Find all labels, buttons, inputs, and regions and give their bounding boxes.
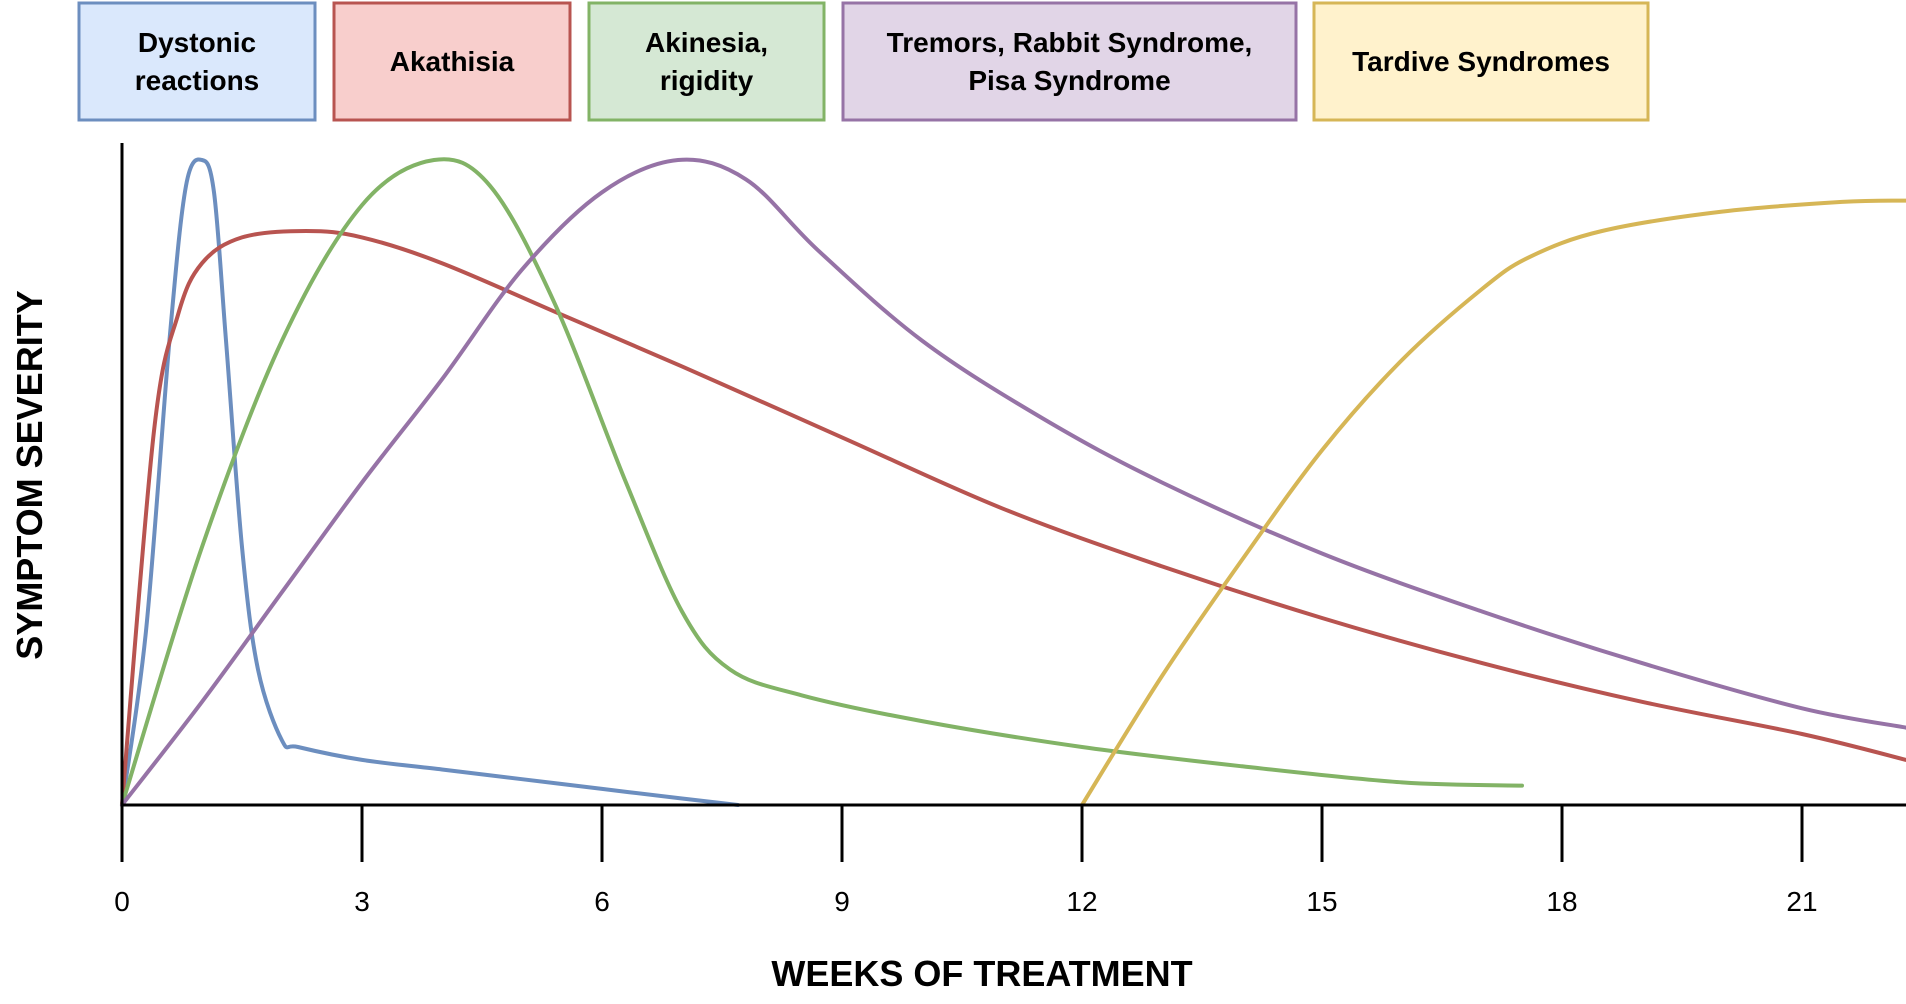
x-axis-title: WEEKS OF TREATMENT bbox=[771, 953, 1192, 994]
x-tick-label: 21 bbox=[1786, 886, 1817, 917]
legend: Dystonic reactions Akathisia Akinesia, rigid… bbox=[77, 1, 1650, 122]
legend-label: Tardive Syndromes bbox=[1352, 46, 1610, 77]
legend-box bbox=[1312, 1, 1650, 122]
legend-label: Akathisia bbox=[390, 46, 515, 77]
legend-label: rigidity bbox=[660, 65, 754, 96]
legend-item-akinesia-rigidity: Akinesia, rigidity bbox=[587, 1, 826, 122]
legend-label: reactions bbox=[135, 65, 260, 96]
series-line-akinesia-rigidity bbox=[120, 157, 1524, 807]
series-lines bbox=[120, 157, 1906, 807]
series-line-akathisia bbox=[120, 229, 1906, 807]
y-axis-title: SYMPTOM SEVERITY bbox=[9, 290, 50, 659]
series-line-tardive-syndromes bbox=[1080, 198, 1906, 807]
legend-item-tardive-syndromes: Tardive Syndromes bbox=[1312, 1, 1650, 122]
legend-label: Dystonic bbox=[138, 27, 256, 58]
x-tick-label: 6 bbox=[594, 886, 610, 917]
legend-item-tremors-rabbit-syndrome-pisa-syndrome: Tremors, Rabbit Syndrome, Pisa Syndrome bbox=[841, 1, 1298, 122]
legend-box bbox=[587, 1, 826, 122]
x-tick-label: 3 bbox=[354, 886, 370, 917]
legend-box bbox=[841, 1, 1298, 122]
x-ticks: 0 3 6 9 12 15 18 21 bbox=[114, 805, 1818, 917]
x-tick-label: 12 bbox=[1066, 886, 1097, 917]
legend-label: Pisa Syndrome bbox=[968, 65, 1170, 96]
x-tick-label: 15 bbox=[1306, 886, 1337, 917]
legend-label: Akinesia, bbox=[645, 27, 768, 58]
legend-box bbox=[332, 1, 572, 122]
x-tick-label: 0 bbox=[114, 886, 130, 917]
legend-box bbox=[77, 1, 317, 122]
axes bbox=[120, 143, 1906, 807]
legend-label: Tremors, Rabbit Syndrome, bbox=[887, 27, 1253, 58]
series-line-tremors-rabbit-syndrome-pisa-syndrome bbox=[120, 157, 1906, 807]
x-tick-label: 18 bbox=[1546, 886, 1577, 917]
legend-item-dystonic-reactions: Dystonic reactions bbox=[77, 1, 317, 122]
legend-item-akathisia: Akathisia bbox=[332, 1, 572, 122]
series-line-dystonic-reactions bbox=[120, 157, 740, 807]
x-tick-label: 9 bbox=[834, 886, 850, 917]
